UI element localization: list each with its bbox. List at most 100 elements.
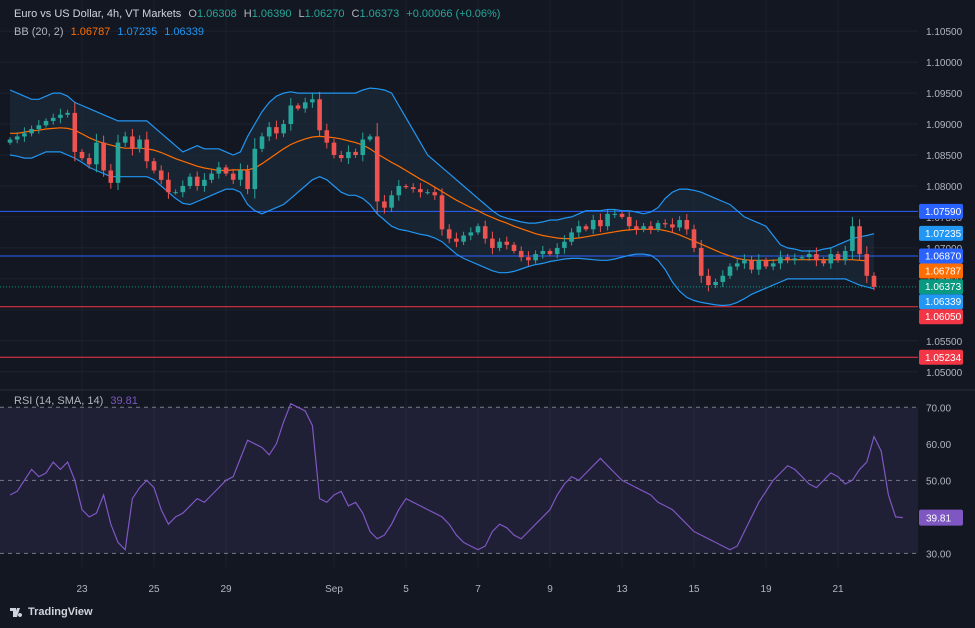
price-badge xyxy=(919,203,963,219)
candle-body xyxy=(698,247,704,276)
candle xyxy=(58,108,63,124)
candle xyxy=(245,164,250,195)
candle xyxy=(756,254,762,276)
candle-body xyxy=(252,148,258,190)
candle xyxy=(864,246,870,283)
candle xyxy=(641,222,646,233)
candle-body xyxy=(619,213,625,217)
candle xyxy=(209,169,214,184)
candle-body xyxy=(850,226,855,251)
candle-body xyxy=(677,220,682,228)
candle xyxy=(130,128,135,156)
candle xyxy=(158,165,164,185)
candle-body xyxy=(583,226,589,230)
candle-body xyxy=(785,257,790,261)
time-tick-label: 7 xyxy=(475,584,481,595)
candle-body xyxy=(7,139,13,143)
candle xyxy=(223,164,229,177)
price-badge xyxy=(919,248,963,264)
candle-body xyxy=(122,136,128,143)
symbol-title: Euro vs US Dollar, 4h, VT Markets xyxy=(14,8,182,20)
candle-body xyxy=(533,254,538,261)
candle xyxy=(612,209,618,219)
candle-body xyxy=(338,155,344,159)
candle xyxy=(65,109,70,118)
candle xyxy=(562,235,567,254)
candle-body xyxy=(403,185,409,188)
candle-body xyxy=(86,158,92,165)
candle xyxy=(634,220,639,235)
candle xyxy=(216,161,222,179)
ohlc-open: O1.06308 xyxy=(188,8,237,20)
candle xyxy=(86,153,92,169)
candle-body xyxy=(806,254,812,258)
candle-body xyxy=(792,258,798,261)
candle xyxy=(677,216,682,231)
candle xyxy=(857,219,862,261)
candle-body xyxy=(216,167,222,174)
candle-body xyxy=(65,112,70,115)
candle xyxy=(367,134,373,142)
price-tick-label: 1.08000 xyxy=(926,182,963,193)
candle-body xyxy=(576,226,582,233)
candle-body xyxy=(482,226,488,239)
price-tick-label: 1.10000 xyxy=(926,58,963,69)
candle xyxy=(295,103,301,111)
candle-body xyxy=(439,195,445,230)
candle xyxy=(850,216,855,260)
price-tick-label: 1.05500 xyxy=(926,337,963,348)
candle xyxy=(108,163,114,189)
candle xyxy=(403,183,409,190)
candle xyxy=(353,148,358,158)
time-axis[interactable]: 23 25 29 Sep 5 7 9 13 15 19 21 xyxy=(76,584,844,595)
candle xyxy=(374,122,380,214)
candle-body xyxy=(871,275,877,287)
tradingview-logo[interactable]: TradingView xyxy=(10,606,93,618)
candle xyxy=(598,213,603,233)
candle xyxy=(785,253,790,264)
candle xyxy=(842,245,848,265)
candle-body xyxy=(187,176,193,186)
candle-body xyxy=(562,241,567,248)
time-tick-label: 9 xyxy=(547,584,553,595)
candle-body xyxy=(50,117,56,121)
candle xyxy=(576,220,582,238)
candle xyxy=(619,211,625,220)
time-tick-label: 5 xyxy=(403,584,409,595)
candle xyxy=(36,120,42,134)
rsi-line xyxy=(9,402,903,551)
candle-body xyxy=(511,244,517,251)
candle-body xyxy=(864,254,870,276)
candle xyxy=(547,248,553,257)
candle xyxy=(554,243,560,259)
rsi-legend[interactable]: RSI (14, SMA, 14) 39.81 xyxy=(14,395,142,407)
price-badge xyxy=(919,349,963,365)
symbol-legend[interactable]: Euro vs US Dollar, 4h, VT Markets O1.063… xyxy=(14,8,504,20)
candle xyxy=(331,138,337,159)
candle-body xyxy=(151,161,157,171)
candle xyxy=(605,209,610,231)
candle xyxy=(50,113,56,125)
bb-legend[interactable]: BB (20, 2) 1.06787 1.07235 1.06339 xyxy=(14,26,208,38)
rsi-tick-label: 60.00 xyxy=(926,440,951,451)
candle-body xyxy=(540,250,546,255)
candle-body xyxy=(101,142,106,171)
candle xyxy=(389,190,394,212)
candle xyxy=(151,157,157,174)
candle-body xyxy=(274,127,279,134)
candle-body xyxy=(662,223,668,225)
price-badge-label: 1.07590 xyxy=(925,207,962,218)
price-badge-label: 1.06870 xyxy=(925,251,962,262)
candle xyxy=(173,189,178,195)
tradingview-logo-icon xyxy=(10,607,23,617)
candle xyxy=(655,220,661,232)
rsi-value: 39.81 xyxy=(110,395,138,407)
price-badge xyxy=(919,294,963,310)
ohlc-close: C1.06373 xyxy=(351,8,400,20)
time-tick-label: 13 xyxy=(616,584,628,595)
candle-body xyxy=(310,99,315,103)
candle-body xyxy=(446,229,452,239)
candle-body xyxy=(756,260,762,270)
